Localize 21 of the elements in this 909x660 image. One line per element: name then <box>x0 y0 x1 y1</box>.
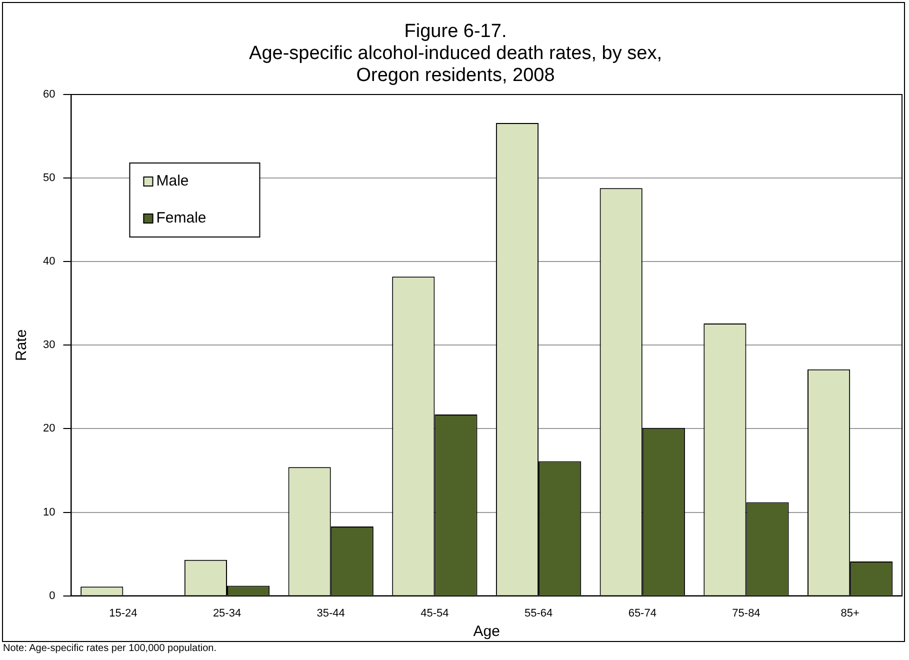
y-tick-label: 10 <box>42 506 56 518</box>
x-tick-label: 45-54 <box>420 607 449 620</box>
x-tick-label: 25-34 <box>212 607 242 620</box>
legend-label: Female <box>156 210 206 227</box>
x-tick-label: 85+ <box>840 607 860 620</box>
x-axis-title: Age <box>473 623 500 640</box>
x-tick-label: 55-64 <box>524 607 553 620</box>
x-tick-label: 15-24 <box>109 607 138 620</box>
x-tick-label: 35-44 <box>316 607 345 620</box>
y-tick-label: 40 <box>42 256 56 268</box>
y-tick-label: 60 <box>42 88 56 101</box>
y-tick-label: 50 <box>42 172 56 184</box>
legend-label: Male <box>156 172 189 190</box>
y-tick-label: 30 <box>42 339 56 352</box>
text: Note: Age-specific rates per 100,000 population. <box>3 643 216 654</box>
chart-title: Figure 6-17. Age-specific alcohol-induced death rates, by sex, Oregon residents, 2008 <box>249 21 662 86</box>
y-axis-title: Rate <box>13 329 30 362</box>
y-tick-label: 20 <box>42 422 56 435</box>
x-tick-label: 65-74 <box>628 607 656 620</box>
y-tick-label: 0 <box>49 590 56 602</box>
x-tick-label: 75-84 <box>732 607 760 620</box>
